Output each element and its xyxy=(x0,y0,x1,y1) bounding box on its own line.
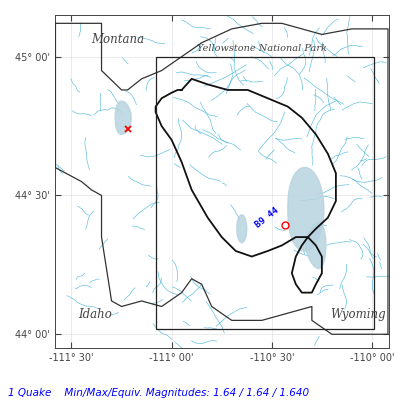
Text: 1 Quake    Min/Max/Equiv. Magnitudes: 1.64 / 1.64 / 1.640: 1 Quake Min/Max/Equiv. Magnitudes: 1.64 … xyxy=(8,388,308,398)
Bar xyxy=(155,57,373,329)
Polygon shape xyxy=(305,222,325,268)
Polygon shape xyxy=(236,215,246,243)
Text: Idaho: Idaho xyxy=(79,308,112,321)
Text: Wyoming: Wyoming xyxy=(329,308,385,321)
Polygon shape xyxy=(287,168,323,251)
Polygon shape xyxy=(115,101,131,134)
Text: B9 44: B9 44 xyxy=(253,206,280,229)
Text: Yellowstone National Park: Yellowstone National Park xyxy=(196,44,326,53)
Text: Montana: Montana xyxy=(91,33,144,46)
